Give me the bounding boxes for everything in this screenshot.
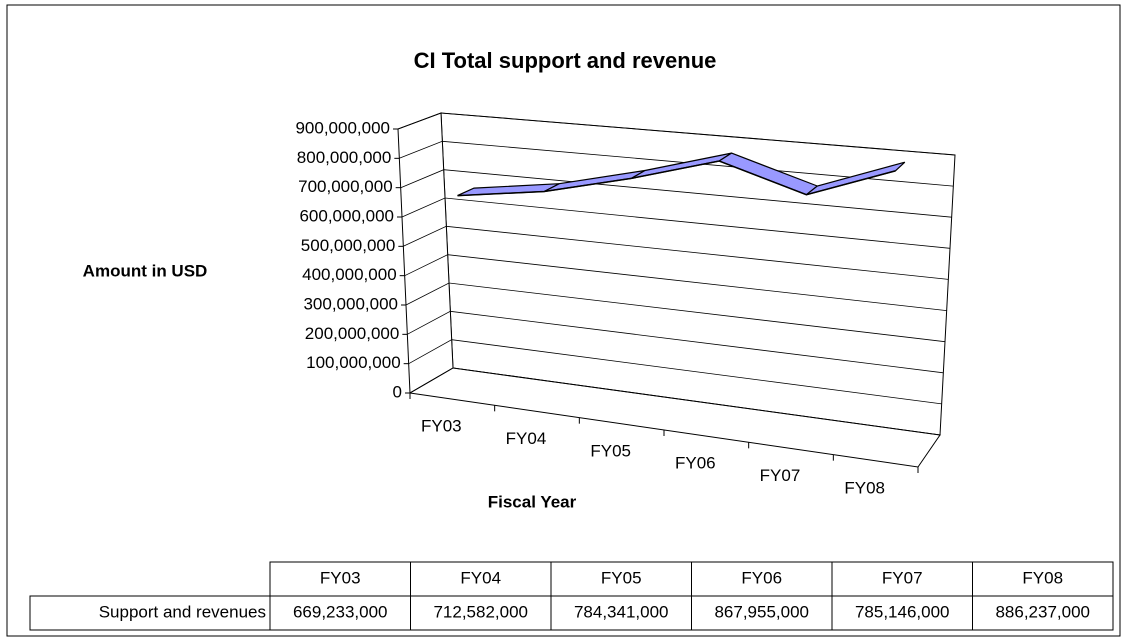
grid-line	[400, 169, 952, 218]
grid-line	[403, 225, 949, 280]
grid-line	[404, 254, 947, 311]
table-row-label: Support and revenues	[99, 602, 266, 621]
table-value: 669,233,000	[293, 602, 388, 621]
y-tick-label: 600,000,000	[299, 206, 394, 225]
chart-title: CI Total support and revenue	[414, 48, 717, 73]
y-tick-label: 500,000,000	[301, 236, 396, 255]
y-tick-label: 0	[393, 382, 402, 401]
y-tick-label: 300,000,000	[303, 294, 398, 313]
line-edge	[457, 160, 896, 197]
grid-line	[409, 367, 941, 436]
table-cell	[972, 595, 1114, 631]
grid-line	[399, 140, 954, 187]
y-tick-label: 700,000,000	[298, 177, 393, 196]
table-header: FY04	[460, 568, 501, 587]
table-value: 867,955,000	[714, 602, 809, 621]
table-value: 712,582,000	[433, 602, 528, 621]
grid-line	[407, 310, 944, 374]
x-tick-label: FY05	[590, 441, 631, 460]
y-tick-label: 900,000,000	[295, 118, 390, 137]
x-tick-label: FY08	[844, 478, 885, 497]
table-value: 886,237,000	[995, 602, 1090, 621]
y-tick-label: 100,000,000	[306, 353, 401, 372]
table-header: FY07	[882, 568, 923, 587]
x-tick-label: FY03	[421, 417, 462, 436]
y-tick-label: 800,000,000	[297, 148, 392, 167]
grid-line	[401, 197, 951, 249]
table-value: 785,146,000	[855, 602, 950, 621]
y-tick-label: 400,000,000	[302, 265, 397, 284]
x-tick-label: FY06	[675, 454, 716, 473]
x-tick-label: FY07	[760, 466, 801, 485]
table-header: FY03	[320, 568, 361, 587]
grid-line	[408, 339, 942, 405]
table-header: FY08	[1022, 568, 1063, 587]
y-tick-label: 200,000,000	[305, 324, 400, 343]
table-value: 784,341,000	[574, 602, 669, 621]
grid-line	[397, 112, 956, 156]
y-axis-label: Amount in USD	[83, 261, 208, 280]
table-header: FY05	[601, 568, 642, 587]
table-header: FY06	[741, 568, 782, 587]
x-axis-label: Fiscal Year	[488, 492, 577, 511]
x-tick-label: FY04	[506, 429, 547, 448]
grid-line	[405, 282, 946, 343]
